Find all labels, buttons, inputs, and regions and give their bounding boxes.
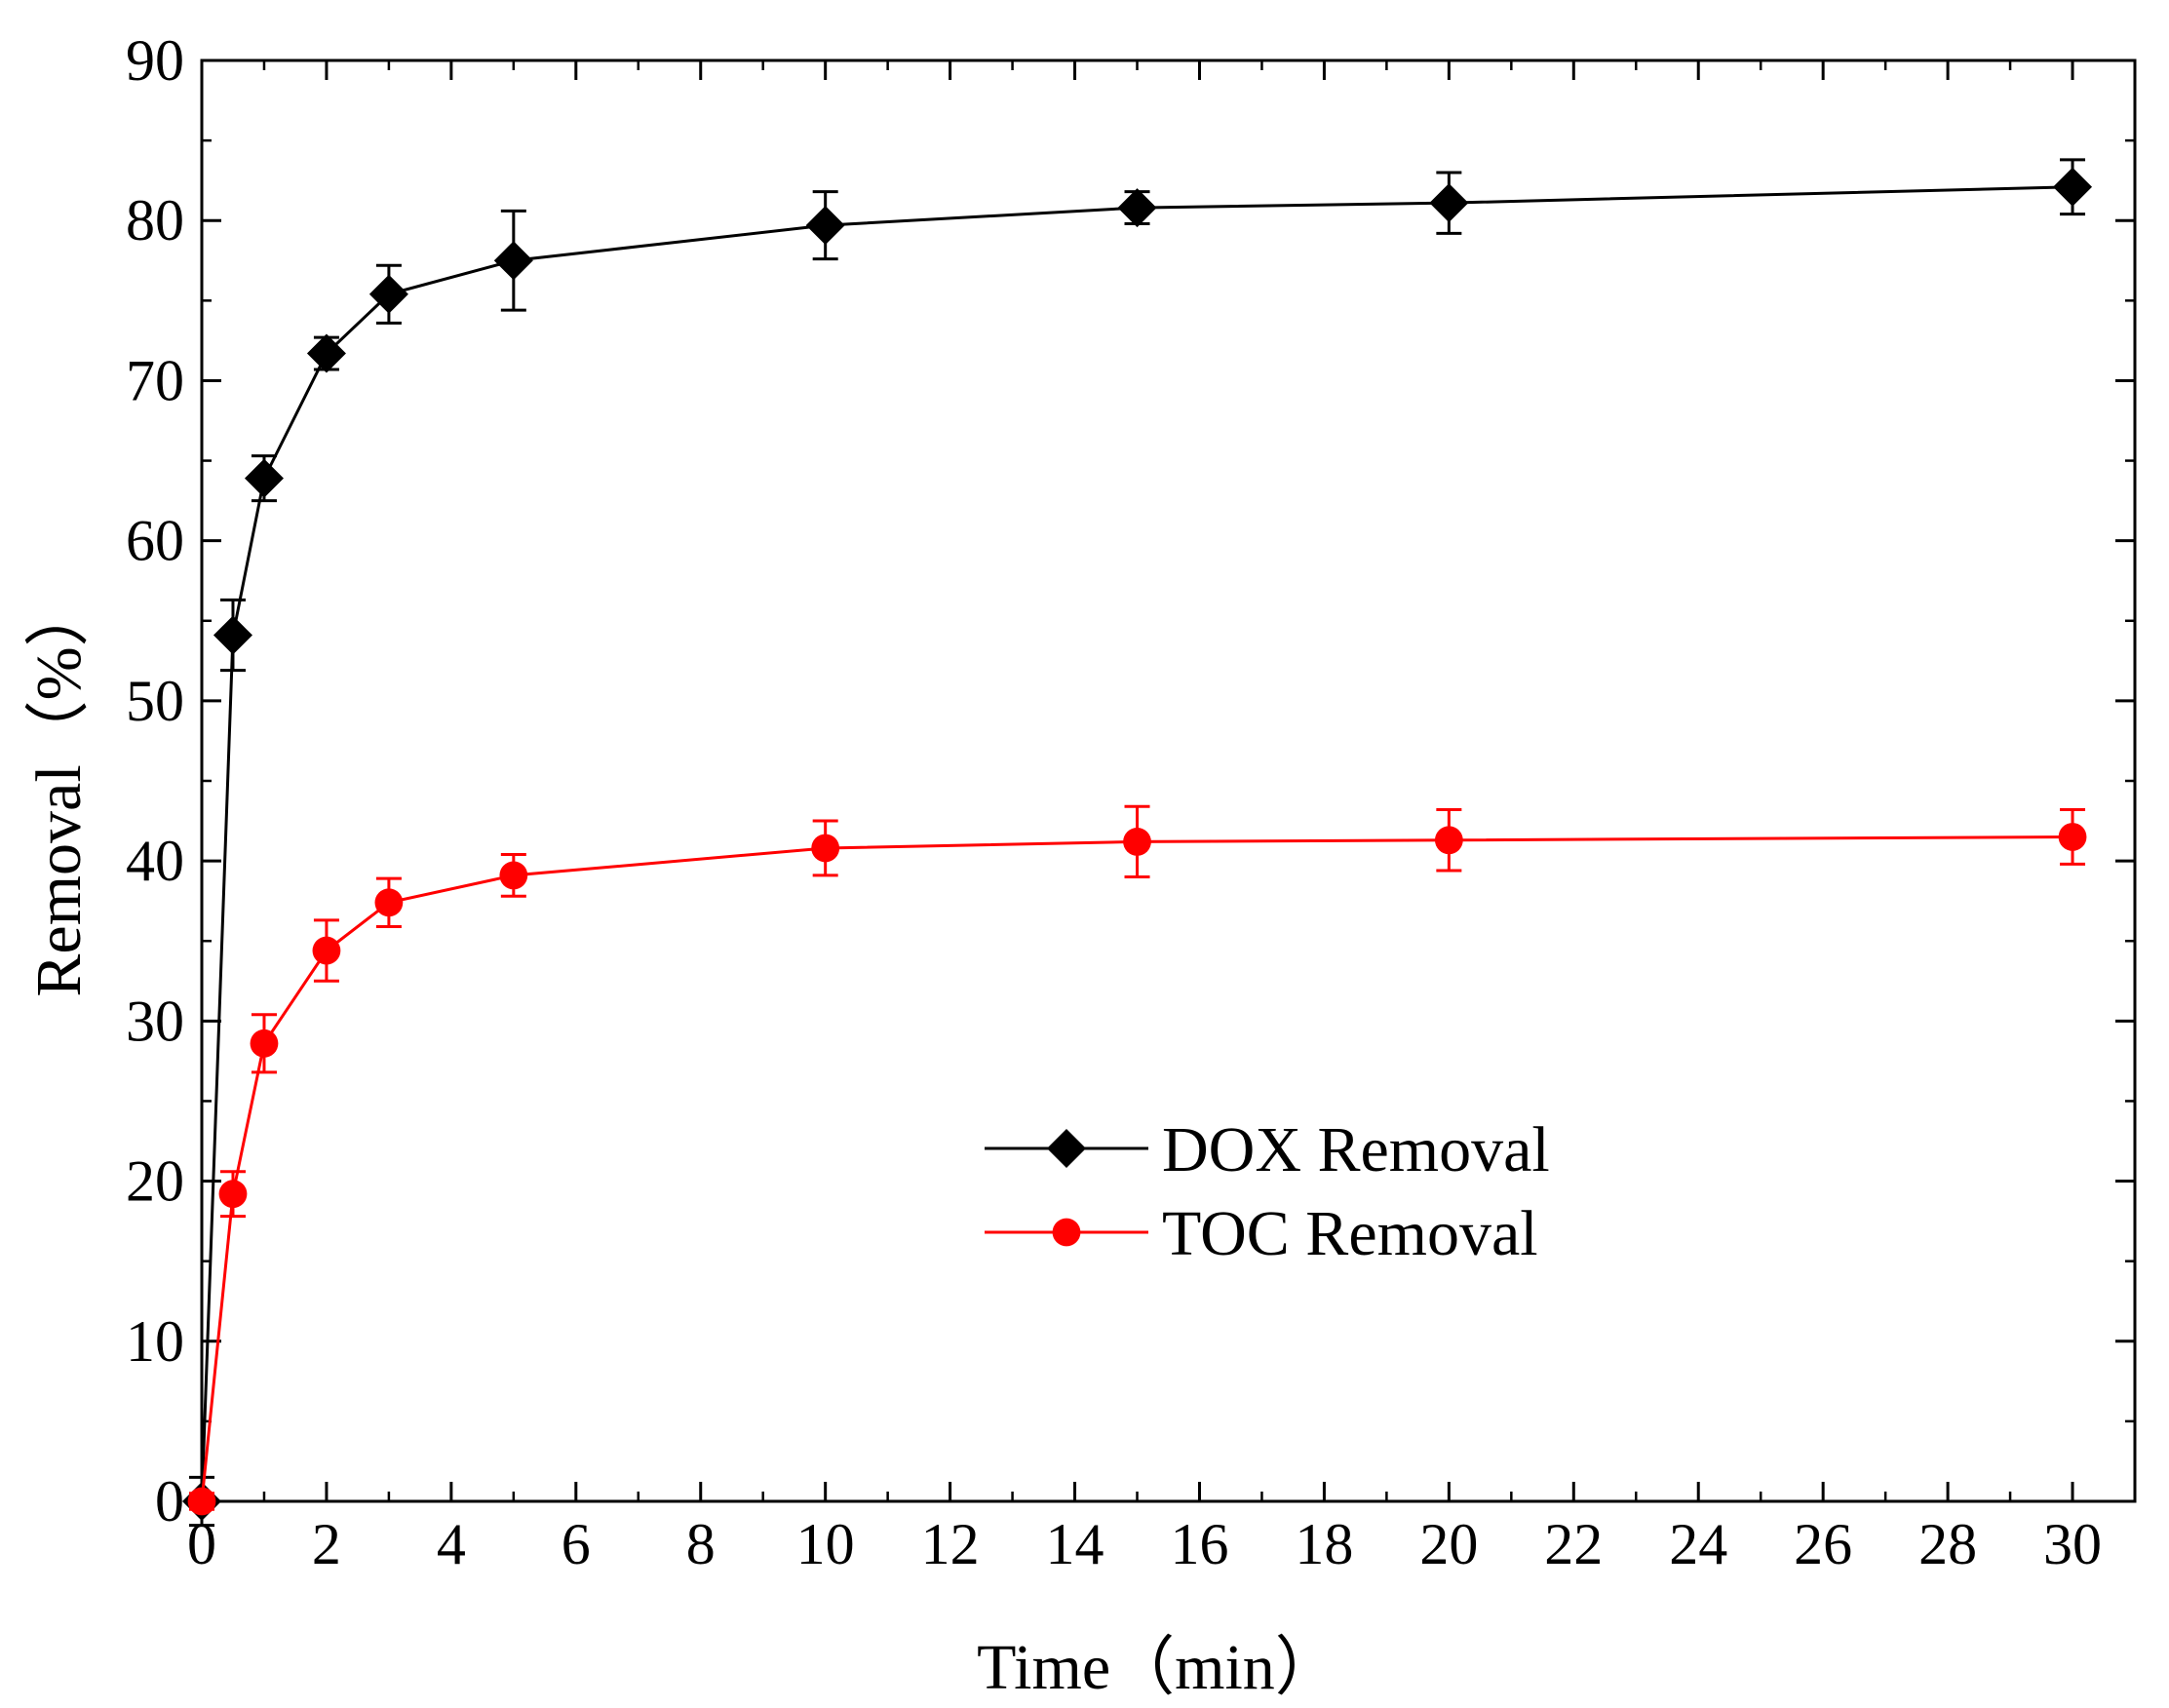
y-axis-title: Removal（%） <box>23 582 95 996</box>
dox-removal-point <box>1429 183 1469 223</box>
dox-removal-point <box>213 615 252 655</box>
toc-removal-point <box>499 861 528 890</box>
legend: DOX Removal TOC Removal <box>985 1114 1550 1269</box>
y-tick-label: 90 <box>126 28 184 93</box>
x-tick-label: 8 <box>686 1512 716 1576</box>
plot-frame <box>200 58 2137 1503</box>
x-tick-label: 20 <box>1419 1512 1478 1576</box>
x-tick-label: 26 <box>1794 1512 1852 1576</box>
y-tick-label: 20 <box>126 1149 184 1214</box>
dox-removal-series <box>182 158 2093 1528</box>
x-tick-label: 10 <box>796 1512 855 1576</box>
dox-removal-line <box>200 185 2073 1502</box>
x-tick-label: 30 <box>2043 1512 2102 1576</box>
dox-removal-point <box>306 333 346 373</box>
toc-removal-point <box>312 936 341 965</box>
dox-removal-point <box>1117 188 1157 228</box>
dox-removal-point <box>244 458 284 498</box>
dox-removal-point <box>493 241 533 281</box>
toc-removal-point <box>2058 823 2087 851</box>
x-tick-label: 12 <box>921 1512 980 1576</box>
y-tick-label: 50 <box>126 669 184 733</box>
dox-removal-point <box>805 206 845 246</box>
y-tick-label: 60 <box>126 509 184 573</box>
y-tick-label: 40 <box>126 829 184 893</box>
legend-label-toc-removal: TOC Removal <box>1162 1198 1538 1269</box>
dox-removal-point <box>2053 167 2093 207</box>
dox-removal-point <box>368 274 408 314</box>
toc-removal-point <box>811 834 840 863</box>
toc-removal-line <box>200 835 2073 1502</box>
axes: 0 2 4 6 8 10 12 14 16 18 20 22 24 26 28 300102030405060… <box>126 28 2137 1576</box>
legend-marker-toc-removal <box>1052 1218 1081 1247</box>
x-axis-title: Time（min） <box>977 1632 1339 1703</box>
toc-removal-point <box>374 888 404 917</box>
x-tick-label: 18 <box>1295 1512 1353 1576</box>
y-tick-label: 80 <box>126 188 184 252</box>
toc-removal-point <box>1434 826 1463 855</box>
x-tick-label: 16 <box>1170 1512 1228 1576</box>
toc-removal-point <box>1123 828 1151 856</box>
toc-removal-point <box>250 1029 279 1058</box>
legend-marker-dox-removal <box>1047 1129 1086 1168</box>
x-tick-label: 24 <box>1669 1512 1727 1576</box>
x-tick-label: 4 <box>437 1512 466 1576</box>
x-tick-label: 2 <box>312 1512 341 1576</box>
plot-series <box>182 158 2093 1528</box>
x-tick-label: 6 <box>562 1512 591 1576</box>
toc-removal-point <box>218 1180 248 1209</box>
y-tick-label: 30 <box>126 989 184 1053</box>
x-tick-label: 28 <box>1918 1512 1977 1576</box>
y-tick-label: 0 <box>155 1469 184 1533</box>
y-tick-label: 70 <box>126 348 184 412</box>
y-tick-label: 10 <box>126 1309 184 1374</box>
toc-removal-series <box>187 804 2087 1516</box>
x-tick-label: 22 <box>1544 1512 1603 1576</box>
toc-removal-point <box>187 1487 216 1516</box>
x-tick-label: 14 <box>1046 1512 1104 1576</box>
legend-label-dox-removal: DOX Removal <box>1162 1114 1550 1185</box>
